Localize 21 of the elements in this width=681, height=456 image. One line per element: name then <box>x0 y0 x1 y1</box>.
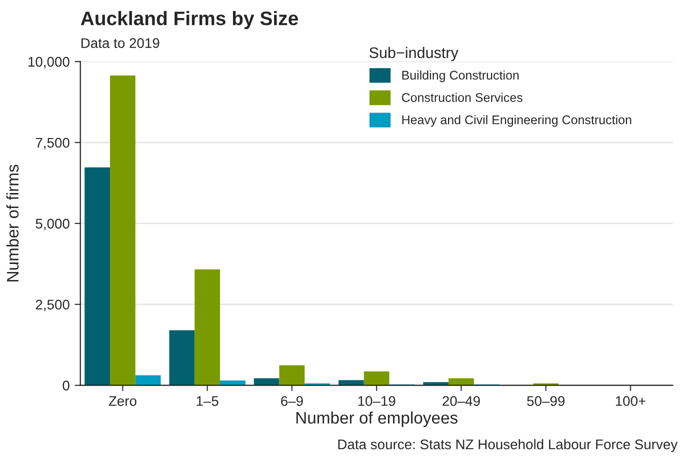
x-axis-title: Number of employees <box>296 411 458 427</box>
y-axis-title: Number of firms <box>6 164 19 282</box>
x-tick-label: 50–99 <box>527 396 565 406</box>
x-tick-label: 10–19 <box>358 396 396 406</box>
x-tick-label: Zero <box>108 396 136 406</box>
legend-title: Sub−industry <box>369 46 458 62</box>
chart-title: Auckland Firms by Size <box>80 10 298 30</box>
y-tick-label: 2,500 <box>36 300 70 312</box>
x-tick-label: 20–49 <box>442 396 480 406</box>
source-note: Data source: Stats NZ Household Labour Force Survey <box>338 439 678 452</box>
y-tick-label: 5,000 <box>36 218 70 230</box>
x-tick-label: 1–5 <box>196 396 218 406</box>
y-tick-label: 10,000 <box>28 56 70 68</box>
y-tick-label: 7,500 <box>36 138 70 150</box>
legend-label: Construction Services <box>402 92 522 102</box>
chart-subtitle: Data to 2019 <box>81 38 160 48</box>
legend-label: Heavy and Civil Engineering Construction <box>402 115 632 127</box>
y-tick-label: 0 <box>62 380 70 390</box>
x-tick-label: 100+ <box>616 396 646 406</box>
legend-label: Building Construction <box>402 70 519 82</box>
x-tick-label: 6–9 <box>281 396 303 406</box>
